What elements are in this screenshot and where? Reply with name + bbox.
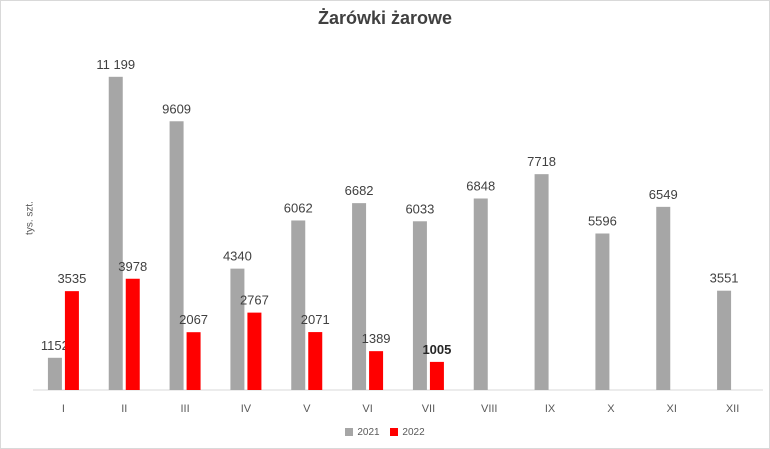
bar-2022-V xyxy=(308,332,323,390)
bar-2021-VI xyxy=(352,203,367,390)
bar-2021-XI xyxy=(656,206,671,390)
x-tick-label: IX xyxy=(545,403,556,415)
data-label-2021-IV: 4340 xyxy=(223,249,252,264)
x-tick-label: VIII xyxy=(481,403,498,415)
x-tick-label: VI xyxy=(362,403,372,415)
data-label-2021-III: 9609 xyxy=(162,101,191,116)
x-tick-label: I xyxy=(62,403,65,415)
legend-swatch-2021 xyxy=(345,428,354,436)
bar-2022-I xyxy=(64,291,79,390)
data-label-2021-VI: 6682 xyxy=(345,183,374,198)
legend-item-2022: 2022 xyxy=(390,427,425,438)
x-tick-label: X xyxy=(607,403,615,415)
x-tick-label: XI xyxy=(667,403,677,415)
legend: 2021 2022 xyxy=(0,427,770,438)
bar-2021-XII xyxy=(717,290,732,390)
x-tick-label: II xyxy=(121,403,127,415)
legend-item-2021: 2021 xyxy=(345,427,380,438)
data-label-2022-V: 2071 xyxy=(301,312,330,327)
data-label-2022-IV: 2767 xyxy=(240,293,269,308)
data-label-2021-XI: 6549 xyxy=(649,187,678,202)
bar-2021-II xyxy=(108,76,123,391)
data-label-2021-IX: 7718 xyxy=(527,154,556,169)
data-label-2021-II: 11 199 xyxy=(96,57,135,72)
data-label-2022-VII: 1005 xyxy=(422,342,451,357)
bar-2021-I xyxy=(47,357,62,390)
bar-2022-VII xyxy=(429,361,444,390)
x-tick-label: VII xyxy=(422,403,435,415)
data-label-2021-VIII: 6848 xyxy=(466,178,495,193)
bar-2022-VI xyxy=(369,351,384,390)
x-tick-label: IV xyxy=(241,403,252,415)
legend-swatch-2022 xyxy=(390,428,399,436)
data-label-2021-VII: 6033 xyxy=(405,201,434,216)
bar-2021-X xyxy=(595,233,610,390)
bar-2022-III xyxy=(186,332,201,390)
data-label-2021-V: 6062 xyxy=(284,200,313,215)
data-label-2022-I: 3535 xyxy=(57,271,86,286)
legend-label-2021: 2021 xyxy=(357,427,380,438)
bar-2021-III xyxy=(169,121,184,390)
data-label-2022-VI: 1389 xyxy=(362,331,391,346)
data-label-2022-III: 2067 xyxy=(179,312,208,327)
bar-2022-II xyxy=(125,278,140,390)
bar-2021-VIII xyxy=(473,198,488,390)
bar-2021-IV xyxy=(230,268,245,390)
legend-label-2022: 2022 xyxy=(402,427,425,438)
data-label-2021-I: 1152 xyxy=(41,338,69,353)
x-tick-label: V xyxy=(303,403,311,415)
data-label-2022-II: 3978 xyxy=(118,259,147,274)
data-label-2021-X: 5596 xyxy=(588,214,617,229)
bar-2021-IX xyxy=(534,174,549,390)
x-tick-label: III xyxy=(180,403,189,415)
chart-title: Żarówki żarowe xyxy=(317,8,453,28)
bar-2022-IV xyxy=(247,312,262,390)
bar-2021-V xyxy=(291,220,306,390)
data-label-2021-XII: 3551 xyxy=(710,271,739,286)
x-tick-label: XII xyxy=(726,403,739,415)
bar-2021-VII xyxy=(412,221,427,390)
